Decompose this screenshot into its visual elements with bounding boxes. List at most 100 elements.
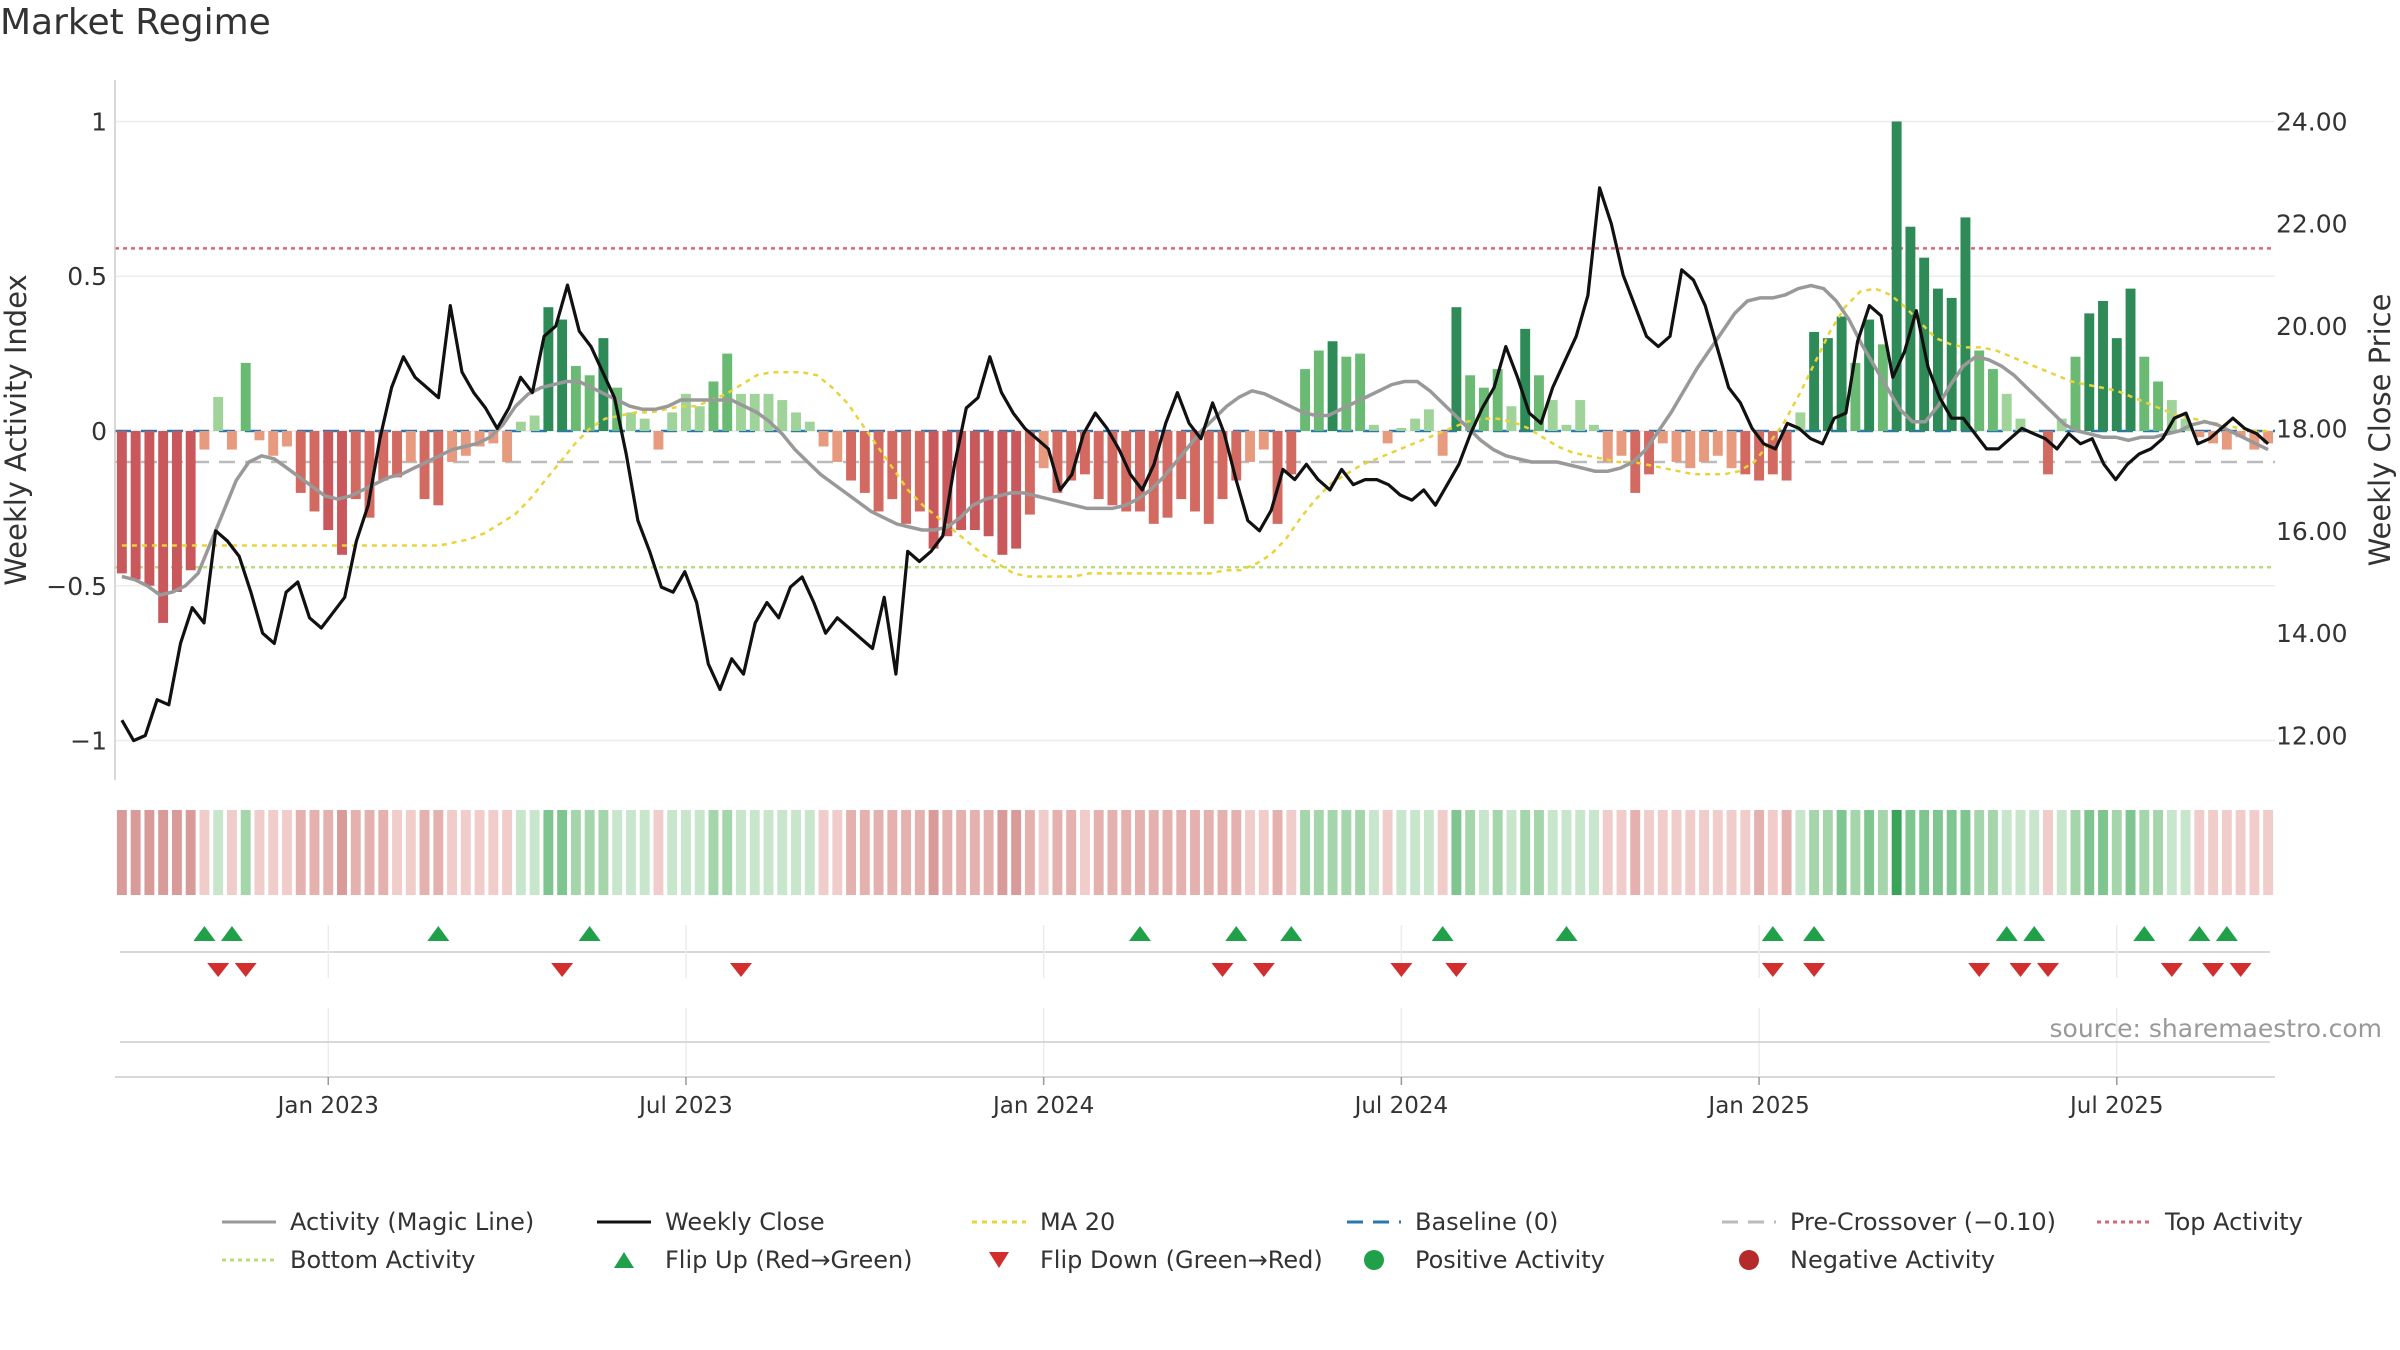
activity-bar	[1245, 431, 1255, 462]
heat-cell	[1217, 810, 1228, 895]
heat-cell	[1974, 810, 1985, 895]
heat-cell	[1864, 810, 1875, 895]
activity-bar	[736, 393, 746, 431]
heat-cell	[1685, 810, 1696, 895]
legend-magic-line[interactable]: Activity (Magic Line)	[220, 1208, 534, 1236]
activity-bar	[928, 431, 939, 549]
heat-cell	[832, 810, 843, 895]
heat-cell	[749, 810, 760, 895]
legend-magic-line-icon	[222, 1220, 276, 1224]
activity-bar	[2180, 418, 2191, 431]
bottom-panel	[115, 1008, 2275, 1078]
heat-cell	[2208, 810, 2219, 895]
heat-cell	[722, 810, 733, 895]
heat-cell	[1781, 810, 1792, 895]
activity-bar	[226, 431, 237, 450]
activity-bar	[1974, 350, 1985, 431]
flip-down-marker	[2229, 963, 2252, 977]
legend-ma20[interactable]: MA 20	[970, 1208, 1115, 1236]
legend-flip-up-label: Flip Up (Red→Green)	[665, 1246, 913, 1274]
heat-cell	[254, 810, 265, 895]
heat-cell	[2098, 810, 2108, 895]
heat-cell	[818, 810, 829, 895]
activity-bar	[529, 415, 540, 431]
activity-bar	[1795, 412, 1806, 431]
flip-up-marker	[1555, 926, 1578, 941]
legend-top-activity[interactable]: Top Activity	[2095, 1208, 2303, 1236]
heat-cell	[557, 810, 568, 895]
heat-cell	[419, 810, 430, 895]
heat-cell	[694, 810, 705, 895]
heat-cell	[543, 810, 554, 895]
heat-cell	[2015, 810, 2026, 895]
activity-bar	[1781, 431, 1792, 481]
heat-cell	[1148, 810, 1159, 895]
activity-bar	[1547, 400, 1558, 431]
legend-flip-down[interactable]: Flip Down (Green→Red)	[970, 1246, 1323, 1274]
heat-cell	[914, 810, 925, 895]
heat-cell	[1478, 810, 1489, 895]
line-series	[120, 186, 2270, 743]
activity-bar	[1355, 353, 1366, 431]
heat-cell	[405, 810, 416, 895]
activity-bar	[1423, 409, 1434, 431]
heat-cell	[295, 810, 306, 895]
activity-bar	[2098, 301, 2108, 431]
legend-weekly-close[interactable]: Weekly Close	[595, 1208, 825, 1236]
heat-cell	[1492, 810, 1503, 895]
flip-up-marker	[2215, 926, 2238, 941]
activity-bar	[1575, 400, 1586, 431]
legend-pre-crossover[interactable]: Pre-Crossover (−0.10)	[1720, 1208, 2056, 1236]
heat-cell	[1300, 810, 1311, 895]
activity-bar	[515, 421, 526, 431]
heat-cell	[1988, 810, 1998, 895]
heat-cell	[997, 810, 1008, 895]
weekly-close-line	[120, 186, 2270, 743]
left-tick-label: 0	[91, 417, 107, 446]
activity-bar	[2029, 431, 2040, 432]
legend-positive-activity[interactable]: Positive Activity	[1345, 1246, 1605, 1274]
heat-cell	[1520, 810, 1531, 895]
activity-bar	[1946, 297, 1957, 431]
activity-bar	[1396, 427, 1407, 431]
activity-bar	[185, 431, 196, 571]
activity-bar	[2084, 313, 2095, 431]
activity-bar	[1066, 431, 1077, 481]
heat-cell	[1245, 810, 1255, 895]
heat-cell	[1341, 810, 1352, 895]
legend-bottom-activity[interactable]: Bottom Activity	[220, 1246, 475, 1274]
flip-up-marker	[193, 926, 216, 941]
right-tick-label: 20.00	[2276, 312, 2348, 341]
heat-cell	[791, 810, 801, 895]
right-tick-label: 24.00	[2276, 107, 2348, 136]
heat-cell	[2221, 810, 2232, 895]
activity-bar	[1478, 387, 1489, 431]
activity-bar	[1932, 288, 1943, 431]
activity-bar	[1176, 431, 1187, 500]
heat-cell	[2153, 810, 2164, 895]
legend-baseline[interactable]: Baseline (0)	[1345, 1208, 1558, 1236]
activity-bar	[997, 431, 1008, 555]
activity-bar	[419, 431, 430, 500]
flip-up-marker	[220, 926, 243, 941]
heat-cell	[1190, 810, 1200, 895]
magic-line	[121, 283, 2269, 597]
heat-cell	[584, 810, 595, 895]
heat-cell	[956, 810, 967, 895]
activity-bar	[1864, 319, 1875, 431]
heat-cell	[1079, 810, 1090, 895]
heat-cell	[1135, 810, 1145, 895]
legend-negative-activity[interactable]: Negative Activity	[1720, 1246, 1995, 1274]
heat-cell	[653, 810, 664, 895]
legend-flip-up[interactable]: Flip Up (Red→Green)	[595, 1246, 913, 1274]
x-axis-ticks: Jan 2023 Jul 2023 Jan 2024 Jul 2024 Jan 2025…	[276, 1077, 2164, 1119]
activity-bar	[460, 431, 471, 456]
activity-bar	[1602, 431, 1613, 462]
heat-cell	[598, 810, 609, 895]
heat-cell	[2235, 810, 2246, 895]
heat-cell	[736, 810, 746, 895]
legend-weekly-close-label: Weekly Close	[665, 1208, 825, 1236]
flip-up-marker	[1803, 926, 1826, 941]
activity-bar	[1492, 369, 1503, 431]
heat-cell	[171, 810, 182, 895]
